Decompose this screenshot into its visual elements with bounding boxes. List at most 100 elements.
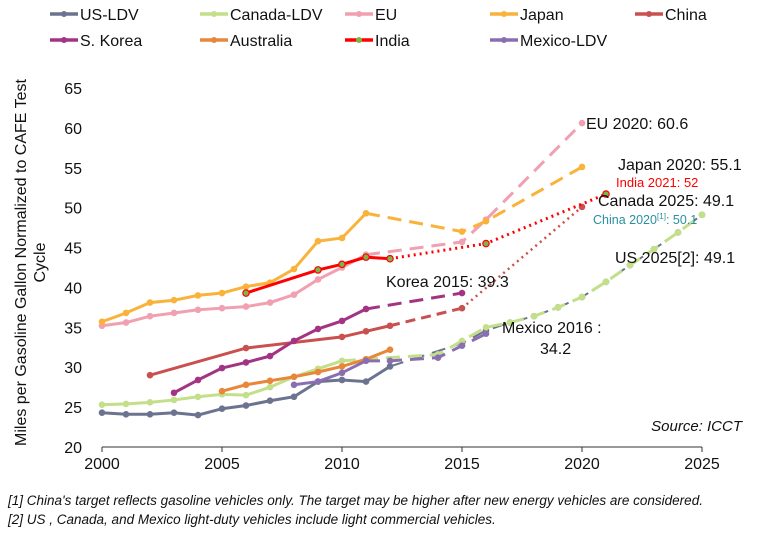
data-point [242, 381, 250, 389]
legend-item: Australia [200, 33, 292, 50]
annotation-label: China 2020[1]: 50.1 [593, 212, 697, 227]
series-line-projected [341, 213, 703, 363]
data-point [386, 346, 394, 353]
data-point [482, 330, 490, 338]
series-s-korea [170, 289, 466, 397]
series-japan [98, 163, 586, 326]
data-point [314, 368, 322, 376]
legend-item: India [345, 33, 410, 50]
legend-label: Japan [520, 7, 564, 24]
series-line-solid [221, 348, 391, 393]
data-point [458, 289, 466, 297]
annotation-label: Mexico 2016 :34.2 [502, 320, 602, 358]
series-line-projected [365, 122, 584, 257]
data-point [434, 354, 442, 361]
data-point [98, 409, 106, 416]
legend-marker [211, 11, 217, 17]
data-point [530, 312, 538, 320]
data-point [338, 363, 346, 370]
x-tick-label: 2025 [684, 456, 720, 473]
legend-marker [61, 37, 67, 43]
data-point [362, 328, 370, 335]
legend-item: EU [345, 7, 397, 24]
x-tick-label: 2000 [84, 456, 120, 473]
annotation-label: India 2021: 52 [616, 175, 698, 190]
x-tick-label: 2010 [324, 456, 360, 473]
data-point [290, 381, 298, 389]
footnote-1: [1] China's target reflects gasoline veh… [8, 493, 703, 508]
data-point [338, 369, 346, 377]
y-tick-label: 50 [64, 201, 82, 218]
data-point [458, 238, 466, 246]
data-point [98, 401, 106, 409]
data-point [290, 393, 298, 401]
data-point [146, 371, 154, 379]
data-point [338, 260, 346, 269]
series-line-solid [101, 253, 367, 328]
series-us-ldv [98, 211, 706, 419]
data-point [242, 283, 250, 290]
data-point [194, 411, 202, 419]
data-point [458, 304, 466, 312]
legend-item: Mexico-LDV [490, 33, 607, 50]
data-point [242, 344, 250, 352]
legend-marker [646, 11, 652, 17]
data-point [290, 337, 298, 345]
data-point [338, 376, 346, 384]
data-point [362, 357, 370, 365]
series-line-projected [389, 192, 607, 261]
data-point [242, 289, 250, 297]
annotation-label: US 2025[2]: 49.1 [615, 250, 735, 267]
data-point [674, 229, 682, 236]
data-point [170, 409, 178, 416]
y-tick-label: 20 [64, 440, 82, 457]
data-point [458, 228, 466, 235]
data-point [650, 245, 658, 253]
series-line-solid [245, 255, 391, 295]
y-tick-label: 55 [64, 161, 82, 178]
data-point [386, 363, 394, 370]
source-label: Source: ICCT [651, 418, 744, 435]
data-point [314, 237, 322, 245]
data-point [98, 318, 106, 326]
data-point [146, 312, 154, 320]
annotation-label: Canada 2025: 49.1 [598, 193, 734, 210]
data-point [218, 289, 226, 297]
data-point [242, 391, 250, 399]
legend-label: US-LDV [80, 7, 139, 24]
legend-marker [501, 37, 507, 43]
x-tick-label: 2020 [564, 456, 600, 473]
data-point [170, 389, 178, 397]
y-tick-label: 65 [64, 81, 82, 98]
legend-label: India [375, 33, 410, 50]
data-point [338, 234, 346, 242]
data-point [482, 239, 490, 248]
data-point [146, 399, 154, 406]
data-point [266, 377, 274, 385]
data-point [338, 317, 346, 325]
data-point [194, 376, 202, 384]
data-point [602, 190, 610, 198]
series-line-projected [389, 306, 463, 328]
data-point [122, 410, 130, 418]
legend-label: Mexico-LDV [520, 33, 607, 50]
data-point [290, 291, 298, 298]
data-point [122, 319, 130, 326]
legend-marker [356, 11, 362, 17]
data-point [458, 342, 466, 349]
data-point [338, 357, 346, 365]
data-point [122, 309, 130, 317]
data-point [314, 378, 322, 385]
data-point [242, 402, 250, 409]
legend-label: EU [375, 7, 397, 24]
y-tick-label: 35 [64, 320, 82, 337]
data-point [242, 303, 250, 310]
data-point [266, 397, 274, 405]
data-point [146, 299, 154, 306]
data-point [290, 265, 298, 273]
data-point [578, 293, 586, 301]
data-point [266, 383, 274, 391]
annotation-label: Korea 2015: 39.3 [386, 274, 509, 291]
data-point [386, 254, 394, 263]
data-point [506, 319, 514, 326]
